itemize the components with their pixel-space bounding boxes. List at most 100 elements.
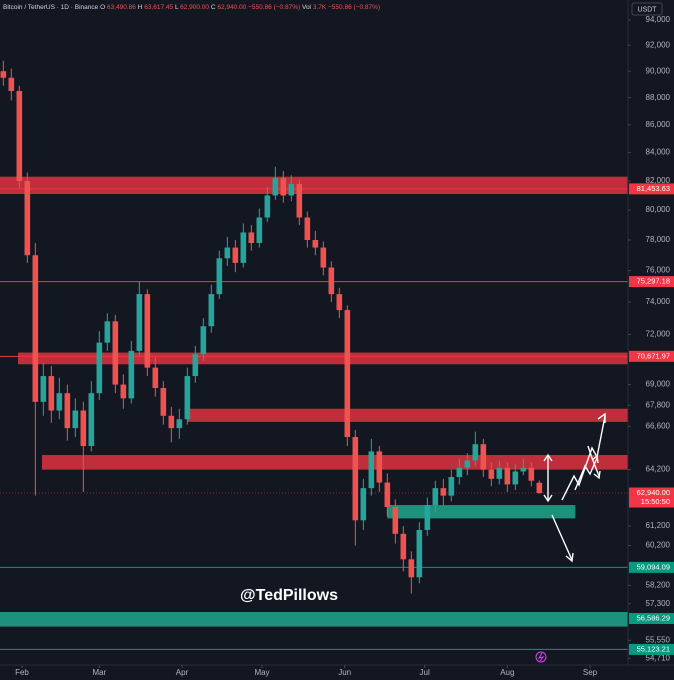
- candle-body: [248, 232, 255, 244]
- candle-body: [336, 294, 343, 311]
- y-tick-label: 72,000: [646, 329, 671, 338]
- y-tick-label: 69,000: [646, 380, 671, 389]
- x-tick-label: Mar: [92, 668, 106, 677]
- candle-body: [488, 469, 495, 479]
- candle-body: [288, 183, 295, 196]
- candle-body: [400, 533, 407, 560]
- volume-label: Vol: [302, 4, 312, 11]
- y-tick-label: 80,000: [646, 205, 671, 214]
- y-tick-label: 76,000: [646, 266, 671, 275]
- price-label-bg: [629, 183, 674, 195]
- candle-body: [256, 217, 263, 244]
- candle-body: [56, 393, 63, 411]
- candle-body: [104, 321, 111, 343]
- zone: [42, 455, 628, 470]
- y-tick-label: 60,200: [646, 541, 671, 550]
- price-label-bg: [629, 276, 674, 288]
- candle-body: [328, 267, 335, 295]
- candle-body: [304, 217, 311, 240]
- candle-body: [440, 488, 447, 496]
- candle-body: [216, 258, 223, 295]
- price-label: 75,297.18: [637, 277, 670, 286]
- field-value: 63,617.45: [144, 4, 173, 11]
- field-value: 63,490.86: [107, 4, 136, 11]
- y-tick-label: 58,200: [646, 580, 671, 589]
- candle-body: [176, 419, 183, 429]
- candle-body: [448, 477, 455, 496]
- candle-body: [208, 294, 215, 327]
- y-tick-label: 57,300: [646, 599, 671, 608]
- zone: [387, 505, 576, 519]
- candle-body: [296, 183, 303, 218]
- candle-body: [504, 467, 511, 485]
- change: −550.86 (−0.87%): [248, 4, 300, 11]
- candle-body: [384, 482, 391, 507]
- x-tick-label: Sep: [583, 668, 598, 677]
- currency-box: [631, 2, 663, 16]
- header: Bitcoin / TetherUS · 1D · Binance O 63,4…: [3, 4, 380, 11]
- candle-body: [96, 342, 103, 394]
- symbol: Bitcoin / TetherUS · 1D · Binance: [3, 4, 99, 11]
- price-label: 70,671.97: [637, 351, 670, 360]
- lightning-icon: [535, 651, 547, 663]
- price-label: 55,123.21: [637, 644, 670, 653]
- candle-body: [376, 451, 383, 483]
- y-tick-label: 66,600: [646, 421, 671, 430]
- candle-body: [40, 376, 47, 402]
- candle-body: [200, 326, 207, 355]
- candle-body: [528, 467, 535, 481]
- candle-body: [16, 91, 23, 181]
- price-label-bg: [629, 643, 674, 655]
- candle-body: [360, 488, 367, 521]
- candle-body: [368, 451, 375, 489]
- price-axis: [628, 0, 674, 680]
- price-label: 56,586.29: [637, 614, 670, 623]
- candle-body: [496, 467, 503, 479]
- watermark: @TedPillows: [240, 587, 338, 604]
- x-tick-label: Feb: [15, 668, 29, 677]
- candle-body: [0, 71, 7, 78]
- candle-body: [272, 178, 279, 196]
- candle-body: [32, 255, 39, 402]
- candle-body: [472, 444, 479, 461]
- arrows: [543, 412, 606, 563]
- x-tick-label: Apr: [176, 668, 189, 677]
- countdown: 15:50:50: [641, 497, 670, 506]
- candle-body: [240, 232, 247, 263]
- candle-body: [424, 505, 431, 530]
- candle-body: [192, 354, 199, 377]
- candle-body: [152, 367, 159, 389]
- candle-body: [512, 471, 519, 485]
- candle-body: [144, 294, 151, 368]
- zone: [187, 408, 629, 422]
- candle-body: [128, 350, 135, 399]
- y-tick-label: 90,000: [646, 66, 671, 75]
- field-label: C: [211, 4, 216, 11]
- y-tick-label: 54,710: [646, 653, 671, 662]
- x-tick-label: Jul: [420, 668, 430, 677]
- x-tick-label: May: [254, 668, 269, 677]
- zone: [0, 612, 628, 627]
- candle-body: [520, 467, 527, 472]
- price-label-bg: [629, 350, 674, 362]
- candle-body: [280, 178, 287, 196]
- y-tick-label: 55,550: [646, 635, 671, 644]
- y-tick-label: 61,200: [646, 521, 671, 530]
- field-value: 62,940.00: [217, 4, 246, 11]
- field-value: 62,900.00: [180, 4, 209, 11]
- candle-body: [264, 195, 271, 218]
- price-label: 81,453.63: [637, 184, 670, 193]
- x-tick-label: Jun: [338, 668, 351, 677]
- zone: [18, 352, 628, 365]
- candle-body: [536, 482, 543, 494]
- volume-change: −550.86 (−0.87%): [328, 4, 380, 11]
- y-tick-label: 88,000: [646, 93, 671, 102]
- candle-body: [24, 180, 31, 256]
- y-tick-label: 82,000: [646, 176, 671, 185]
- currency: USDT: [637, 6, 657, 13]
- field-label: H: [138, 4, 143, 11]
- candle-body: [112, 321, 119, 385]
